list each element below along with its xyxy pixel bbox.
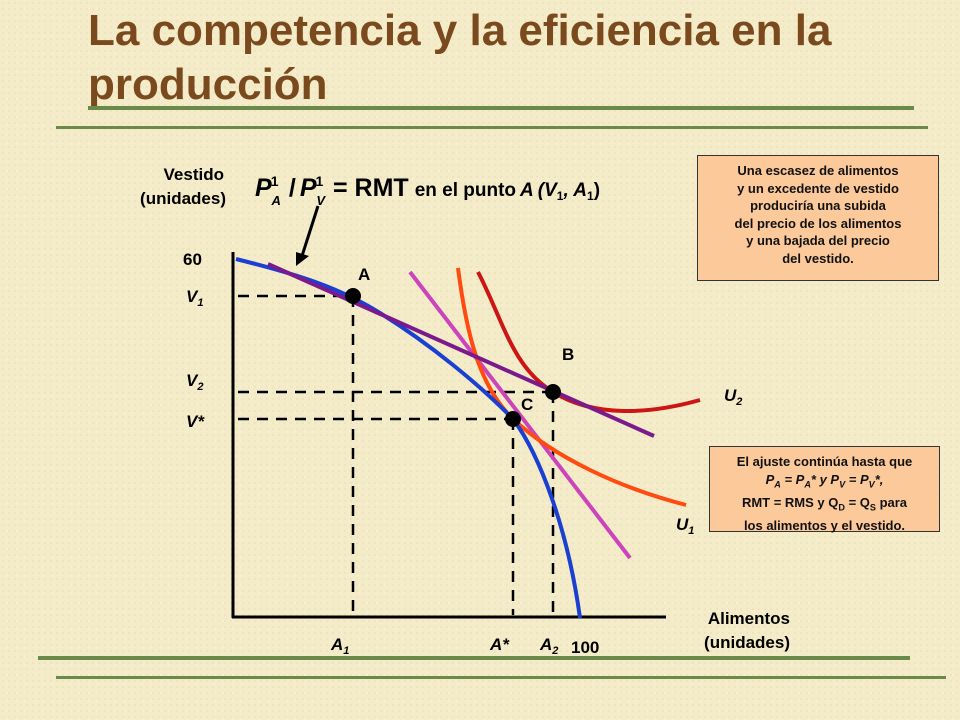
point-a-label: A bbox=[358, 265, 370, 284]
note-shortage-line: del precio de los alimentos bbox=[734, 215, 902, 231]
tick-astar: A* bbox=[489, 635, 510, 654]
note-shortage-line: Una escasez de alimentos bbox=[737, 163, 899, 178]
u2-label: U2 bbox=[724, 386, 742, 408]
y-axis-label-line2: (unidades) bbox=[140, 189, 226, 208]
tick-v2: V2 bbox=[186, 371, 203, 393]
note-adjustment-line: PA = PA* y PV = PV*, bbox=[765, 471, 884, 490]
x-axis-label-line1: Alimentos bbox=[708, 609, 790, 628]
tick-v1: V1 bbox=[186, 287, 203, 309]
u1-label: U1 bbox=[676, 515, 694, 537]
page-title: La competencia y la eficiencia en la pro… bbox=[88, 6, 832, 109]
note-shortage: Una escasez de alimentos y un excedente … bbox=[697, 155, 939, 281]
footer-divider-secondary bbox=[56, 676, 946, 679]
y-max-tick: 60 bbox=[183, 250, 202, 269]
title-divider bbox=[88, 106, 914, 110]
x-axis-label-line2: (unidades) bbox=[704, 633, 790, 652]
footer-divider bbox=[38, 656, 910, 660]
pointer-arrow-head bbox=[296, 252, 309, 266]
tick-a1: A1 bbox=[330, 635, 349, 657]
tick-a2: A2 bbox=[539, 635, 558, 657]
price-line-2 bbox=[408, 270, 632, 560]
point-b-label: B bbox=[562, 345, 574, 364]
pointer-arrow bbox=[300, 205, 320, 257]
note-adjustment-line: El ajuste continúa hasta que bbox=[736, 454, 913, 469]
note-adjustment-line: los alimentos y el vestido. bbox=[743, 517, 906, 533]
tick-vstar: V* bbox=[186, 412, 205, 431]
note-adjustment: El ajuste continúa hasta que PA = PA* y … bbox=[709, 446, 940, 533]
point-a-marker bbox=[345, 288, 361, 304]
point-b-marker bbox=[545, 384, 561, 400]
note-shortage-line: y una bajada del precio bbox=[746, 233, 890, 248]
price-line-1 bbox=[267, 262, 655, 438]
note-shortage-line: produciría una subida bbox=[750, 198, 886, 213]
price-ratio-equation: P1 A / P1 V = RMT en el punto A (V1, A1) bbox=[255, 173, 600, 208]
point-c-label: C bbox=[521, 395, 533, 414]
note-adjustment-line: RMT = RMS y QD = QS para bbox=[741, 494, 908, 513]
note-shortage-line: del vestido. bbox=[782, 250, 854, 266]
title-divider-secondary bbox=[56, 126, 928, 129]
y-axis-label-line1: Vestido bbox=[164, 165, 224, 184]
x-max-tick: 100 bbox=[571, 638, 599, 657]
note-shortage-line: y un excedente de vestido bbox=[737, 180, 899, 196]
point-c-marker bbox=[505, 411, 521, 427]
u2-indifference-curve bbox=[476, 271, 701, 414]
production-possibilities-frontier bbox=[235, 257, 582, 619]
